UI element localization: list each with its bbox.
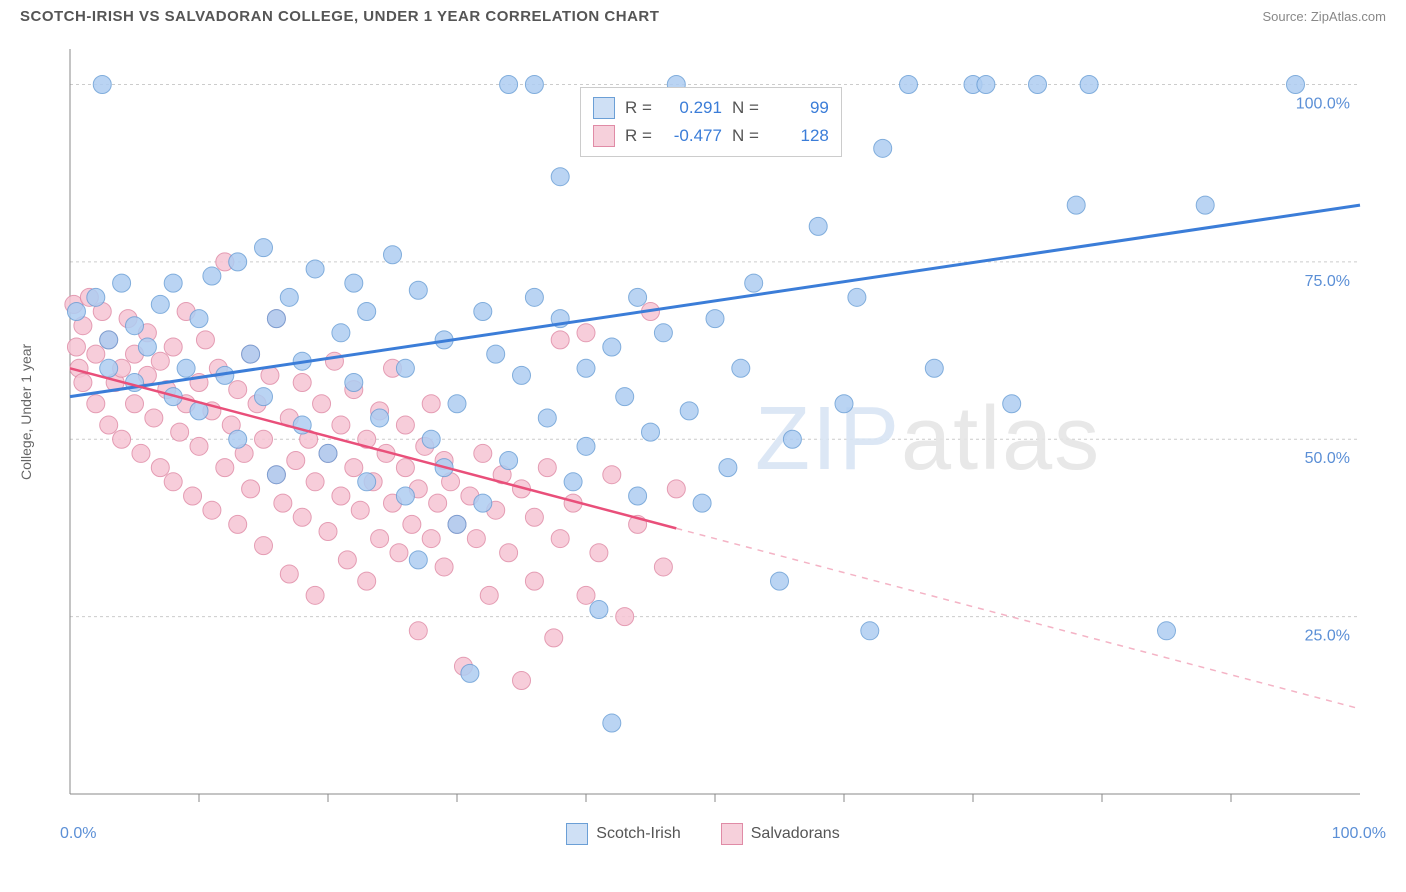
chart-title: SCOTCH-IRISH VS SALVADORAN COLLEGE, UNDE…	[20, 8, 659, 25]
chart-header: SCOTCH-IRISH VS SALVADORAN COLLEGE, UNDE…	[0, 0, 1406, 29]
svg-text:100.0%: 100.0%	[1296, 95, 1350, 112]
legend-swatch-pink	[721, 823, 743, 845]
legend-item-blue: Scotch-Irish	[566, 823, 680, 845]
stats-row-pink: R = -0.477 N = 128	[593, 122, 829, 150]
swatch-pink	[593, 125, 615, 147]
r-value-blue: 0.291	[662, 98, 722, 118]
legend-item-pink: Salvadorans	[721, 823, 840, 845]
legend-swatch-blue	[566, 823, 588, 845]
bottom-legend: 0.0% Scotch-Irish Salvadorans 100.0%	[0, 823, 1406, 845]
n-label: N =	[732, 98, 759, 118]
r-value-pink: -0.477	[662, 126, 722, 146]
chart-source: Source: ZipAtlas.com	[1262, 9, 1386, 24]
swatch-blue	[593, 97, 615, 119]
chart-area: 25.0% 50.0% 75.0% 100.0% ZIPatlas R = 0.291 …	[50, 39, 1406, 819]
n-value-pink: 128	[769, 126, 829, 146]
svg-text:ZIPatlas: ZIPatlas	[755, 389, 1101, 489]
r-label: R =	[625, 98, 652, 118]
n-label: N =	[732, 126, 759, 146]
r-label: R =	[625, 126, 652, 146]
legend-label-blue: Scotch-Irish	[596, 825, 680, 843]
n-value-blue: 99	[769, 98, 829, 118]
y-axis-label: College, Under 1 year	[18, 344, 34, 480]
stats-row-blue: R = 0.291 N = 99	[593, 94, 829, 122]
legend-label-pink: Salvadorans	[751, 825, 840, 843]
x-axis-min-label: 0.0%	[60, 825, 96, 843]
source-link[interactable]: ZipAtlas.com	[1311, 9, 1386, 24]
svg-text:50.0%: 50.0%	[1305, 450, 1350, 467]
source-prefix: Source:	[1262, 9, 1310, 24]
svg-text:75.0%: 75.0%	[1305, 273, 1350, 290]
svg-text:25.0%: 25.0%	[1305, 628, 1350, 645]
x-axis-max-label: 100.0%	[1332, 825, 1386, 843]
stats-legend: R = 0.291 N = 99 R = -0.477 N = 128	[580, 87, 842, 157]
